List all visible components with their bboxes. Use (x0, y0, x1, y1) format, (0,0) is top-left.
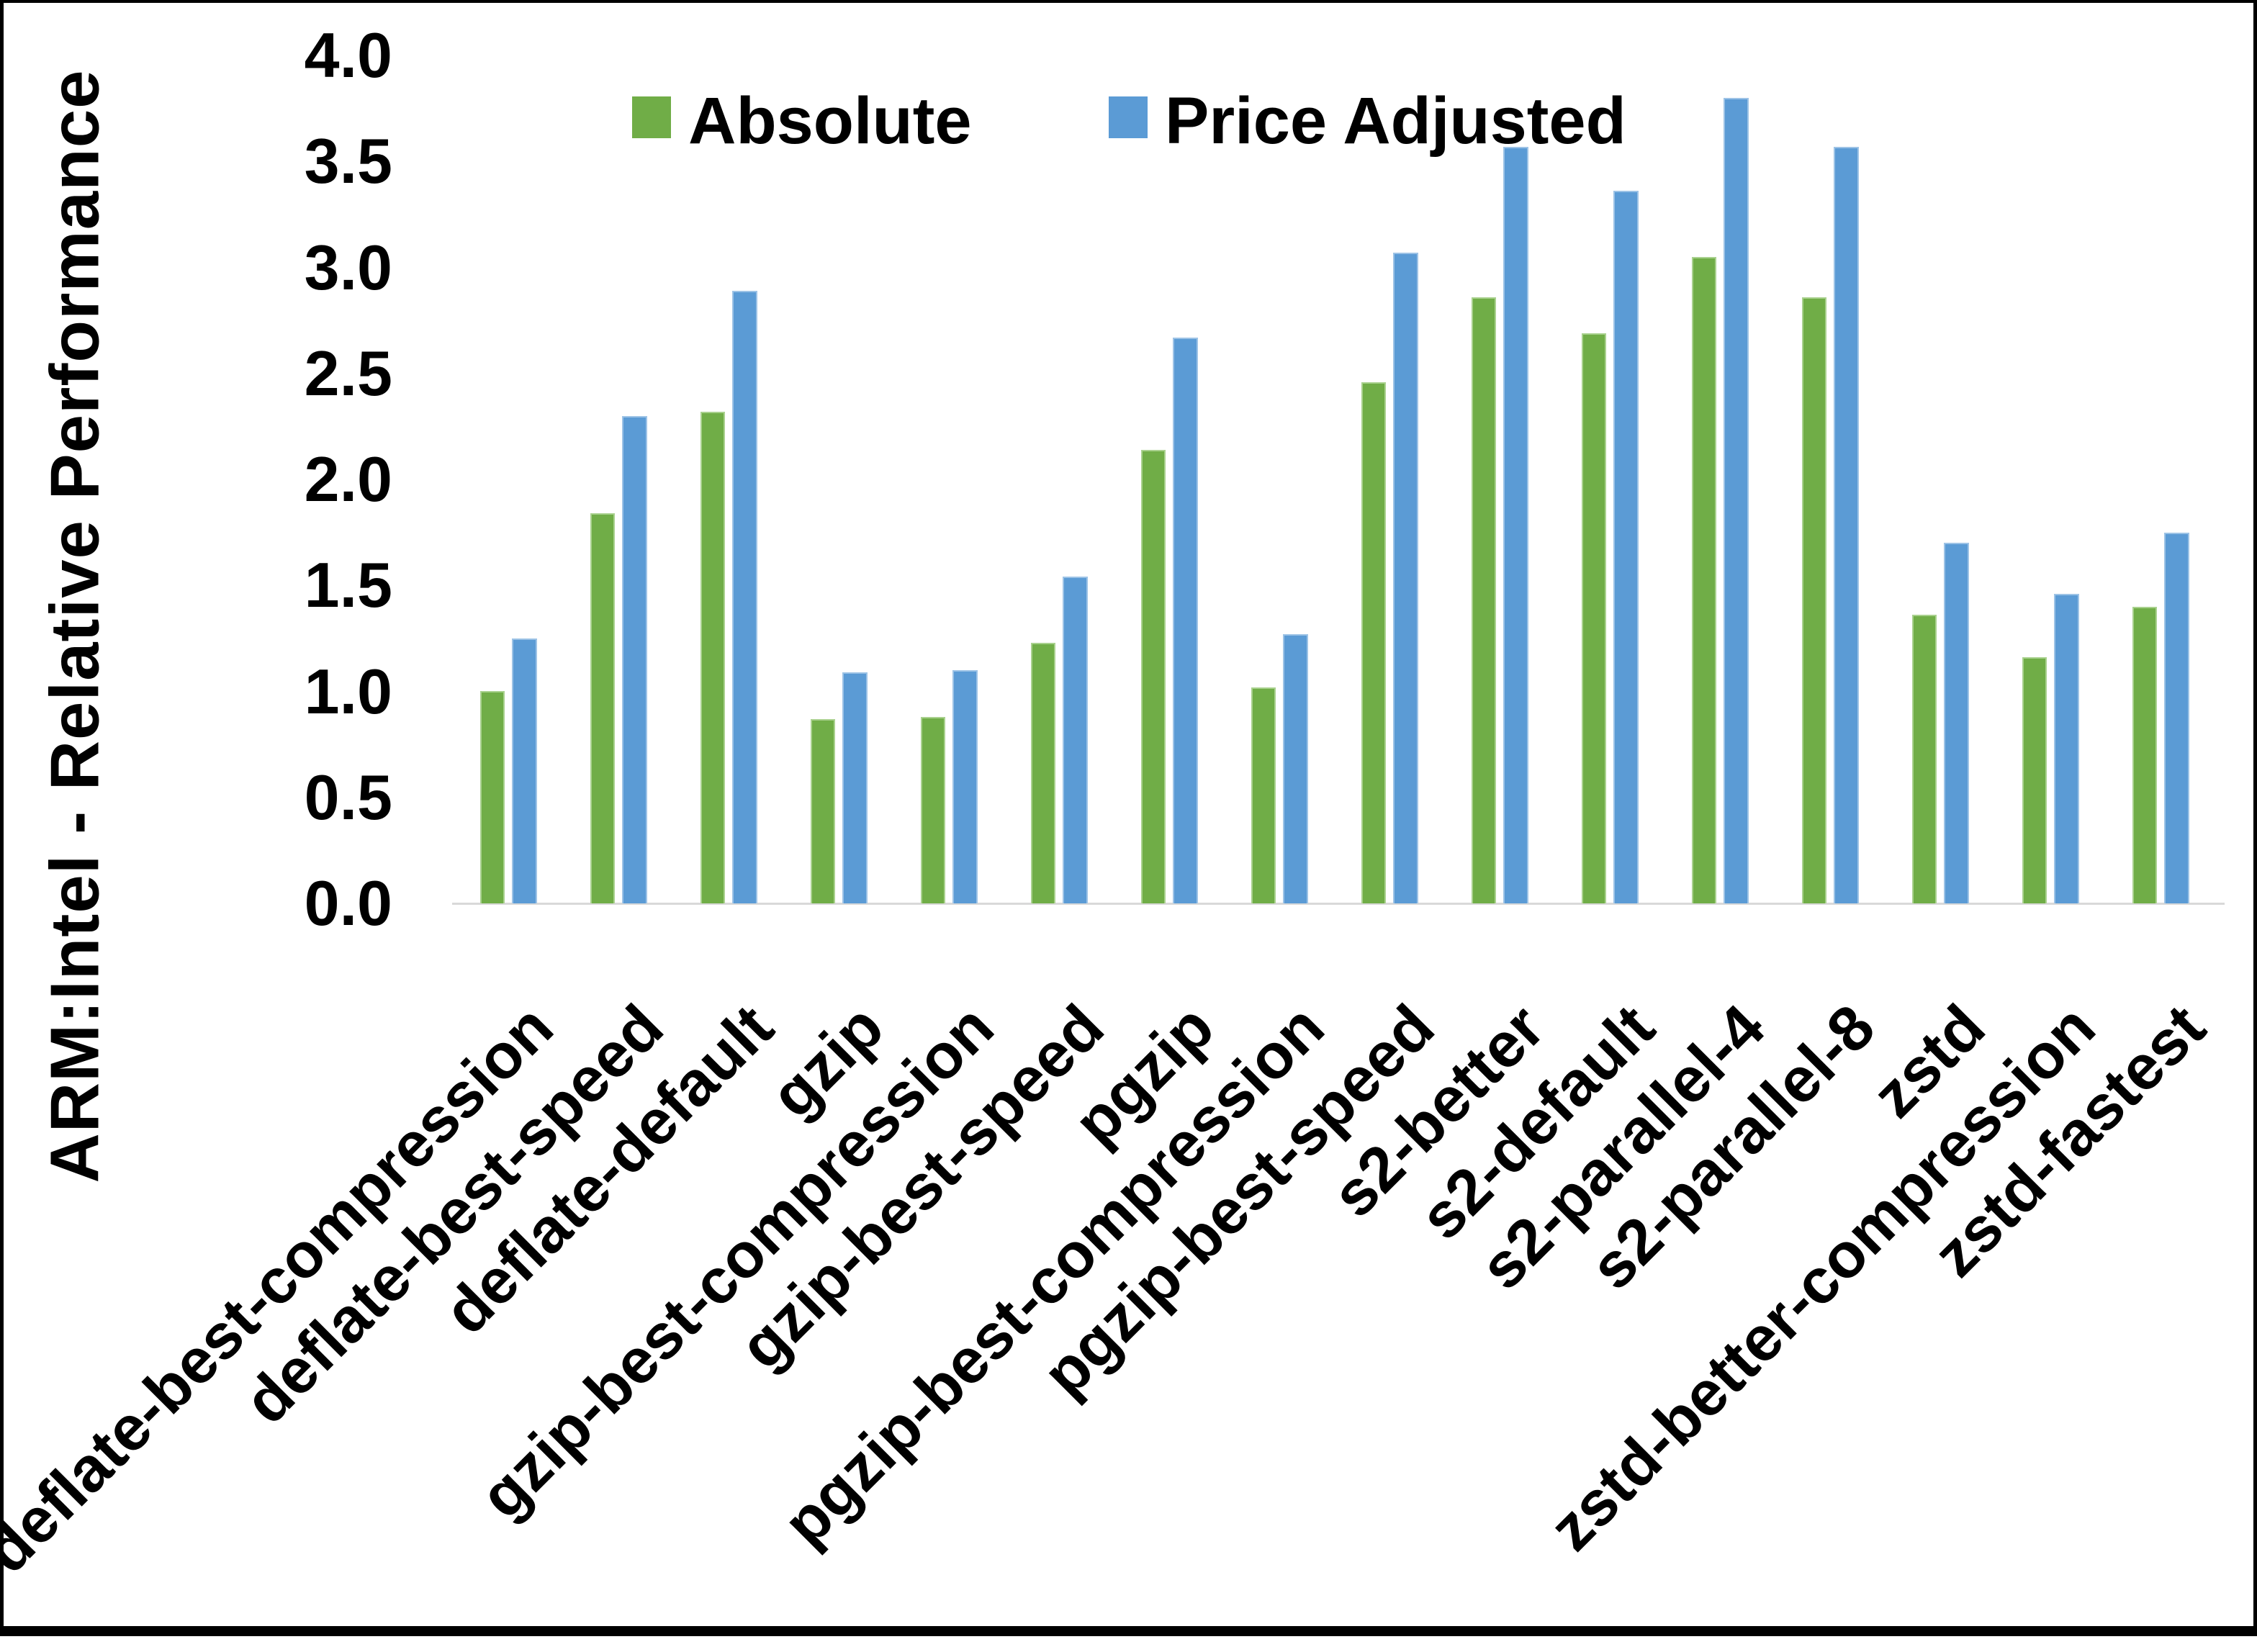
bar-price-adjusted-s2-parallel-4 (1724, 98, 1749, 903)
y-tick-label-1.0: 1.0 (304, 655, 392, 727)
bar-absolute-pgzip-best-speed (1361, 382, 1386, 903)
bar-price-adjusted-zstd-better-compression (2054, 594, 2079, 903)
y-axis-title-column: ARM:Intel - Relative Performance (22, 0, 130, 1252)
legend-swatch-price-adjusted (1109, 96, 1148, 138)
bar-absolute-s2-better (1472, 297, 1496, 903)
bar-absolute-s2-parallel-8 (1802, 297, 1826, 903)
bar-absolute-deflate-default (700, 412, 725, 903)
legend-label-price-adjusted: Price Adjusted (1165, 84, 1626, 158)
y-tick-label-2.5: 2.5 (304, 337, 392, 409)
bar-price-adjusted-gzip-best-speed (1063, 577, 1088, 903)
bar-absolute-zstd-fastest (2132, 607, 2157, 903)
y-tick-label-3.0: 3.0 (304, 231, 392, 303)
bar-absolute-deflate-best-speed (590, 513, 615, 903)
bar-price-adjusted-s2-parallel-8 (1834, 147, 1859, 903)
y-tick-label-0.0: 0.0 (304, 867, 392, 939)
bar-absolute-pgzip (1141, 450, 1166, 903)
bar-price-adjusted-s2-default (1613, 191, 1639, 903)
bar-absolute-gzip (811, 719, 835, 903)
bar-price-adjusted-deflate-default (732, 291, 757, 903)
bar-absolute-s2-parallel-4 (1692, 257, 1716, 903)
x-axis-line (452, 903, 2225, 905)
legend-swatch-absolute (632, 96, 671, 138)
bar-absolute-zstd (1912, 615, 1937, 903)
bar-absolute-gzip-best-compression (921, 717, 945, 903)
y-tick-label-4.0: 4.0 (304, 19, 392, 91)
bar-price-adjusted-gzip (842, 672, 868, 903)
legend-label-absolute: Absolute (688, 84, 972, 158)
y-tick-label-0.5: 0.5 (304, 761, 392, 833)
bar-price-adjusted-zstd-fastest (2164, 533, 2189, 903)
bar-price-adjusted-s2-better (1503, 147, 1528, 903)
y-tick-label-1.5: 1.5 (304, 549, 392, 621)
bar-price-adjusted-zstd (1944, 543, 1969, 903)
y-tick-label-3.5: 3.5 (304, 125, 392, 197)
bar-absolute-s2-default (1582, 333, 1606, 903)
bar-price-adjusted-gzip-best-compression (952, 670, 978, 903)
bar-price-adjusted-deflate-best-compression (512, 638, 537, 903)
bar-price-adjusted-pgzip (1173, 338, 1198, 903)
y-tick-label-2.0: 2.0 (304, 443, 392, 515)
bar-price-adjusted-pgzip-best-compression (1283, 634, 1308, 903)
bar-absolute-gzip-best-speed (1031, 643, 1055, 903)
bar-price-adjusted-pgzip-best-speed (1393, 253, 1418, 903)
y-axis-title: ARM:Intel - Relative Performance (37, 69, 114, 1183)
bar-absolute-pgzip-best-compression (1251, 687, 1276, 903)
bar-absolute-zstd-better-compression (2022, 657, 2047, 903)
bar-price-adjusted-deflate-best-speed (622, 416, 647, 903)
bar-absolute-deflate-best-compression (480, 691, 505, 903)
